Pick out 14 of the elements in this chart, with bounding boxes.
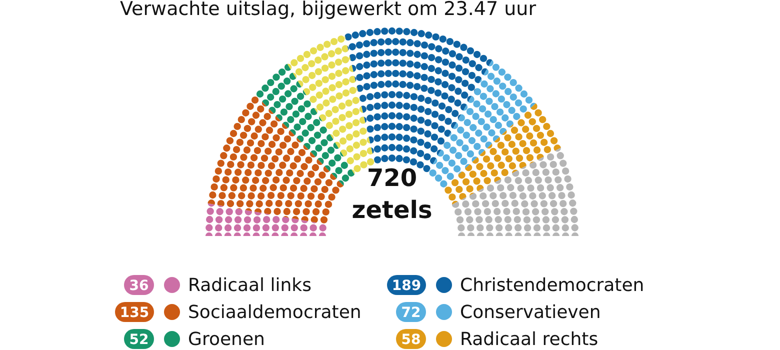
legend-label: Radicaal rechts	[460, 329, 598, 350]
legend-label: Christendemocraten	[460, 275, 644, 296]
data-label: 36	[129, 278, 149, 294]
legend-label: Sociaaldemocraten	[188, 302, 362, 323]
data-label: 189	[392, 278, 422, 294]
legend-label: Radicaal links	[188, 275, 312, 296]
chart-title: Verwachte uitslag, bijgewerkt om 23.47 uur	[120, 0, 536, 20]
data-label: 52	[129, 332, 149, 348]
legend-label: Groenen	[188, 329, 265, 350]
legend-label: Conservatieven	[460, 302, 601, 323]
data-label: 135	[120, 305, 150, 321]
text: 720 zetels	[352, 164, 432, 224]
data-label: 58	[401, 332, 421, 348]
data-label: 72	[401, 305, 421, 321]
